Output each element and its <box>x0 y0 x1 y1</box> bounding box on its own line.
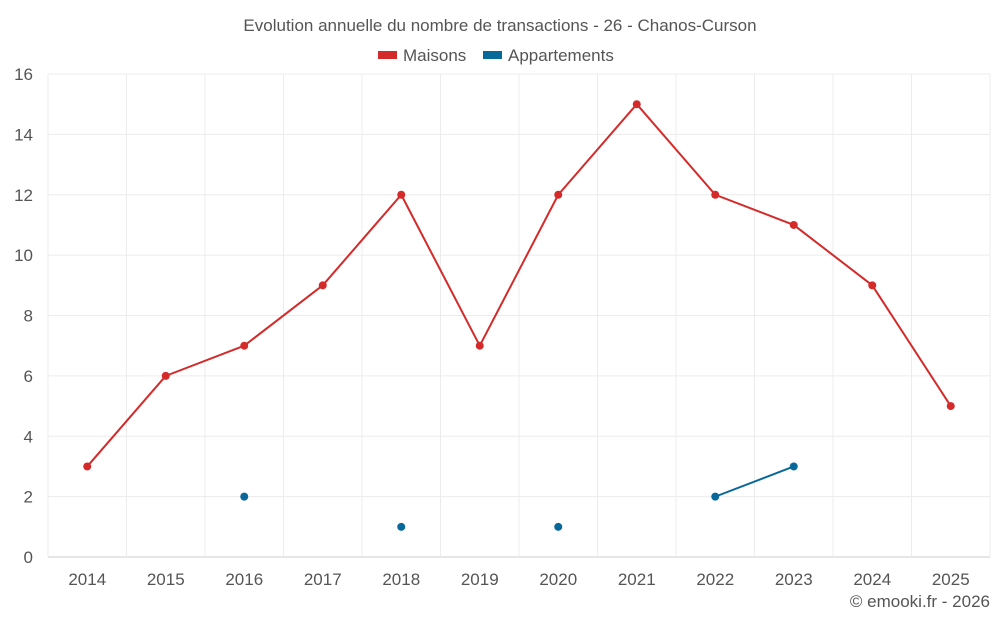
x-tick-label: 2020 <box>539 570 577 589</box>
series-line-segment <box>871 284 952 407</box>
y-tick-label: 14 <box>14 125 33 144</box>
series-line-segment <box>793 224 873 287</box>
data-point[interactable] <box>868 281 877 290</box>
data-point[interactable] <box>318 281 327 290</box>
legend-swatch <box>483 51 502 59</box>
x-tick-label: 2023 <box>775 570 813 589</box>
legend: Maisons Appartements <box>378 46 614 65</box>
gridlines <box>47 73 991 558</box>
series-line-segment <box>557 103 638 196</box>
series-line-segment <box>321 194 403 286</box>
series-line-segment <box>714 465 795 498</box>
data-point[interactable] <box>554 190 563 199</box>
y-tick-label: 16 <box>14 65 33 84</box>
data-point[interactable] <box>946 402 955 411</box>
x-tick-label: 2016 <box>225 570 263 589</box>
y-tick-label: 2 <box>24 488 33 507</box>
series-line-segment <box>478 194 560 347</box>
data-point[interactable] <box>632 100 641 109</box>
x-axis-ticks: 2014 2015 2016 2017 2018 2019 2020 2021 2022 2023… <box>68 570 969 589</box>
x-tick-label: 2019 <box>461 570 499 589</box>
data-point[interactable] <box>554 522 563 531</box>
data-point[interactable] <box>711 492 720 501</box>
series-line-segment <box>714 193 795 226</box>
y-tick-label: 4 <box>24 427 33 446</box>
series-line-segment <box>86 375 167 468</box>
data-point[interactable] <box>240 492 249 501</box>
series-line-segment <box>165 344 245 377</box>
data-point[interactable] <box>83 462 92 471</box>
x-tick-label: 2025 <box>932 570 970 589</box>
x-tick-label: 2024 <box>853 570 891 589</box>
data-point[interactable] <box>789 220 798 229</box>
y-tick-label: 6 <box>24 367 33 386</box>
y-tick-label: 0 <box>24 548 33 567</box>
credit-text: © emooki.fr - 2026 <box>849 592 990 611</box>
x-tick-label: 2021 <box>618 570 656 589</box>
x-tick-label: 2018 <box>382 570 420 589</box>
series-appartements <box>240 462 798 531</box>
chart-title: Evolution annuelle du nombre de transact… <box>243 16 756 35</box>
legend-label[interactable]: Maisons <box>403 46 466 65</box>
series-maisons <box>83 100 955 471</box>
series-line-segment <box>635 103 717 196</box>
x-tick-label: 2022 <box>696 570 734 589</box>
data-point[interactable] <box>397 522 406 531</box>
legend-label[interactable]: Appartements <box>508 46 614 65</box>
data-point[interactable] <box>161 371 170 380</box>
y-axis-ticks: 0 2 4 6 8 10 12 14 16 <box>14 65 33 567</box>
series-line-segment <box>243 284 324 347</box>
series-line-segment <box>400 194 481 347</box>
y-tick-label: 12 <box>14 186 33 205</box>
x-tick-label: 2017 <box>304 570 342 589</box>
legend-swatch <box>378 51 397 59</box>
x-tick-label: 2014 <box>68 570 106 589</box>
x-tick-label: 2015 <box>147 570 185 589</box>
data-point[interactable] <box>789 462 798 471</box>
data-point[interactable] <box>475 341 484 350</box>
y-tick-label: 10 <box>14 246 33 265</box>
data-point[interactable] <box>397 190 406 199</box>
series-layer <box>83 100 955 531</box>
y-tick-label: 8 <box>24 307 33 326</box>
data-point[interactable] <box>711 190 720 199</box>
data-point[interactable] <box>240 341 249 350</box>
